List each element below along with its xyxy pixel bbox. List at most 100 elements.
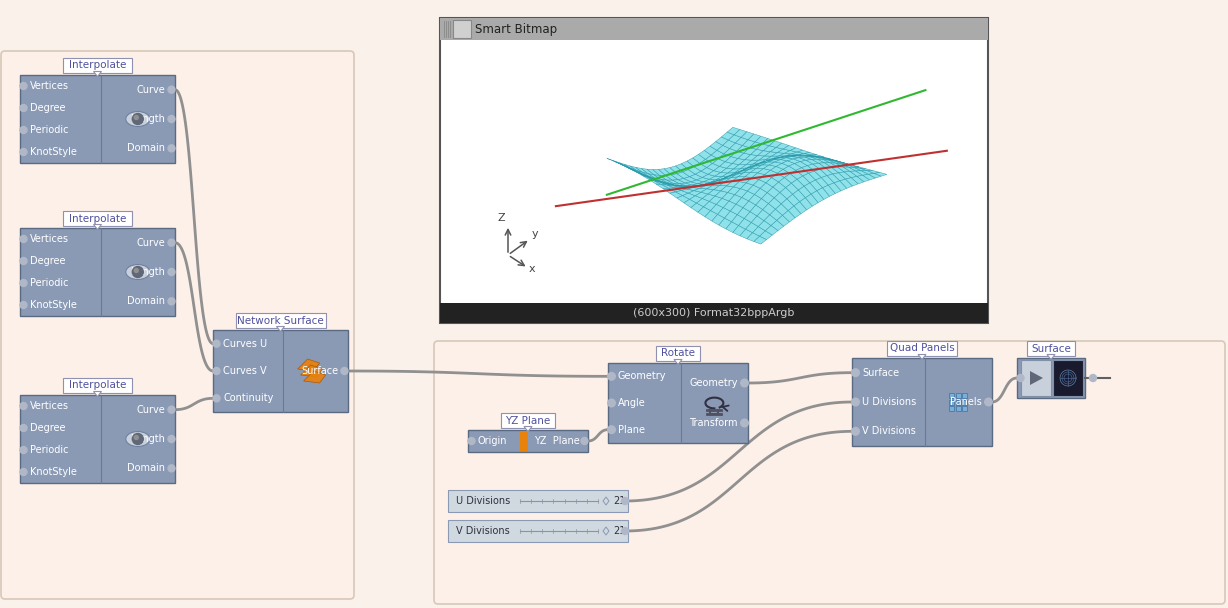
Polygon shape [791, 179, 804, 190]
Text: U Divisions: U Divisions [456, 496, 511, 506]
Circle shape [212, 340, 220, 347]
Polygon shape [747, 233, 760, 241]
Polygon shape [761, 193, 774, 204]
Polygon shape [743, 167, 755, 172]
Polygon shape [782, 156, 796, 157]
Circle shape [20, 446, 27, 454]
Polygon shape [817, 157, 829, 160]
Text: Vertices: Vertices [29, 234, 69, 244]
Polygon shape [726, 222, 738, 232]
Polygon shape [619, 162, 631, 168]
Polygon shape [748, 185, 760, 195]
Polygon shape [672, 174, 684, 179]
Polygon shape [806, 194, 818, 206]
Polygon shape [808, 156, 820, 157]
Circle shape [20, 105, 27, 111]
Text: Interpolate: Interpolate [69, 213, 126, 224]
Polygon shape [776, 204, 788, 215]
Polygon shape [733, 226, 745, 236]
Polygon shape [658, 168, 672, 175]
Polygon shape [659, 175, 673, 180]
Polygon shape [738, 153, 750, 160]
Polygon shape [806, 159, 819, 164]
Polygon shape [717, 145, 729, 154]
Polygon shape [646, 176, 659, 181]
Polygon shape [745, 223, 759, 233]
Polygon shape [673, 179, 685, 184]
Polygon shape [694, 188, 707, 192]
Polygon shape [776, 143, 788, 149]
Polygon shape [830, 163, 842, 167]
Polygon shape [711, 179, 723, 182]
Polygon shape [680, 187, 693, 189]
Polygon shape [764, 165, 776, 170]
Polygon shape [614, 161, 626, 167]
Circle shape [852, 369, 860, 376]
Polygon shape [695, 171, 709, 178]
Polygon shape [642, 175, 655, 181]
FancyBboxPatch shape [963, 393, 968, 398]
Polygon shape [744, 212, 756, 223]
Circle shape [581, 438, 588, 444]
Polygon shape [723, 173, 736, 179]
Polygon shape [759, 160, 771, 164]
Polygon shape [728, 169, 740, 173]
Polygon shape [763, 159, 776, 164]
Polygon shape [621, 164, 634, 170]
Polygon shape [603, 497, 609, 505]
Polygon shape [868, 173, 882, 178]
Polygon shape [834, 161, 846, 164]
Polygon shape [682, 189, 694, 193]
Polygon shape [626, 167, 640, 173]
Polygon shape [670, 166, 683, 174]
Polygon shape [796, 168, 808, 176]
Polygon shape [691, 180, 704, 184]
Polygon shape [770, 148, 783, 153]
Polygon shape [718, 218, 732, 229]
Polygon shape [640, 173, 652, 179]
Polygon shape [752, 162, 764, 168]
Polygon shape [756, 210, 770, 221]
Polygon shape [669, 184, 682, 187]
Polygon shape [698, 182, 711, 184]
Polygon shape [706, 182, 718, 185]
Polygon shape [860, 168, 873, 171]
Polygon shape [772, 156, 786, 159]
Polygon shape [768, 157, 780, 161]
Text: Domain: Domain [126, 296, 165, 306]
Polygon shape [707, 181, 720, 184]
Polygon shape [820, 168, 833, 176]
Polygon shape [747, 160, 759, 165]
Polygon shape [641, 168, 655, 175]
Polygon shape [728, 187, 740, 195]
Polygon shape [673, 185, 685, 187]
Polygon shape [682, 161, 694, 170]
FancyBboxPatch shape [236, 313, 325, 328]
Polygon shape [679, 186, 691, 187]
FancyBboxPatch shape [212, 330, 348, 412]
Polygon shape [813, 163, 825, 169]
Text: y: y [532, 229, 539, 239]
Polygon shape [754, 188, 768, 199]
Polygon shape [745, 154, 758, 160]
Polygon shape [756, 165, 769, 168]
Polygon shape [696, 184, 709, 186]
Polygon shape [760, 231, 772, 240]
Circle shape [20, 235, 27, 243]
Circle shape [168, 116, 176, 122]
Polygon shape [607, 158, 620, 164]
Polygon shape [689, 191, 701, 196]
Polygon shape [755, 162, 769, 167]
FancyBboxPatch shape [1027, 340, 1076, 356]
Polygon shape [639, 172, 651, 178]
Polygon shape [683, 170, 695, 177]
Polygon shape [747, 164, 760, 168]
Polygon shape [720, 162, 732, 168]
Polygon shape [738, 218, 752, 229]
Text: KnotStyle: KnotStyle [29, 467, 77, 477]
Circle shape [168, 269, 176, 275]
Polygon shape [303, 371, 325, 383]
Polygon shape [664, 183, 678, 186]
Polygon shape [657, 180, 669, 184]
Polygon shape [754, 236, 766, 244]
